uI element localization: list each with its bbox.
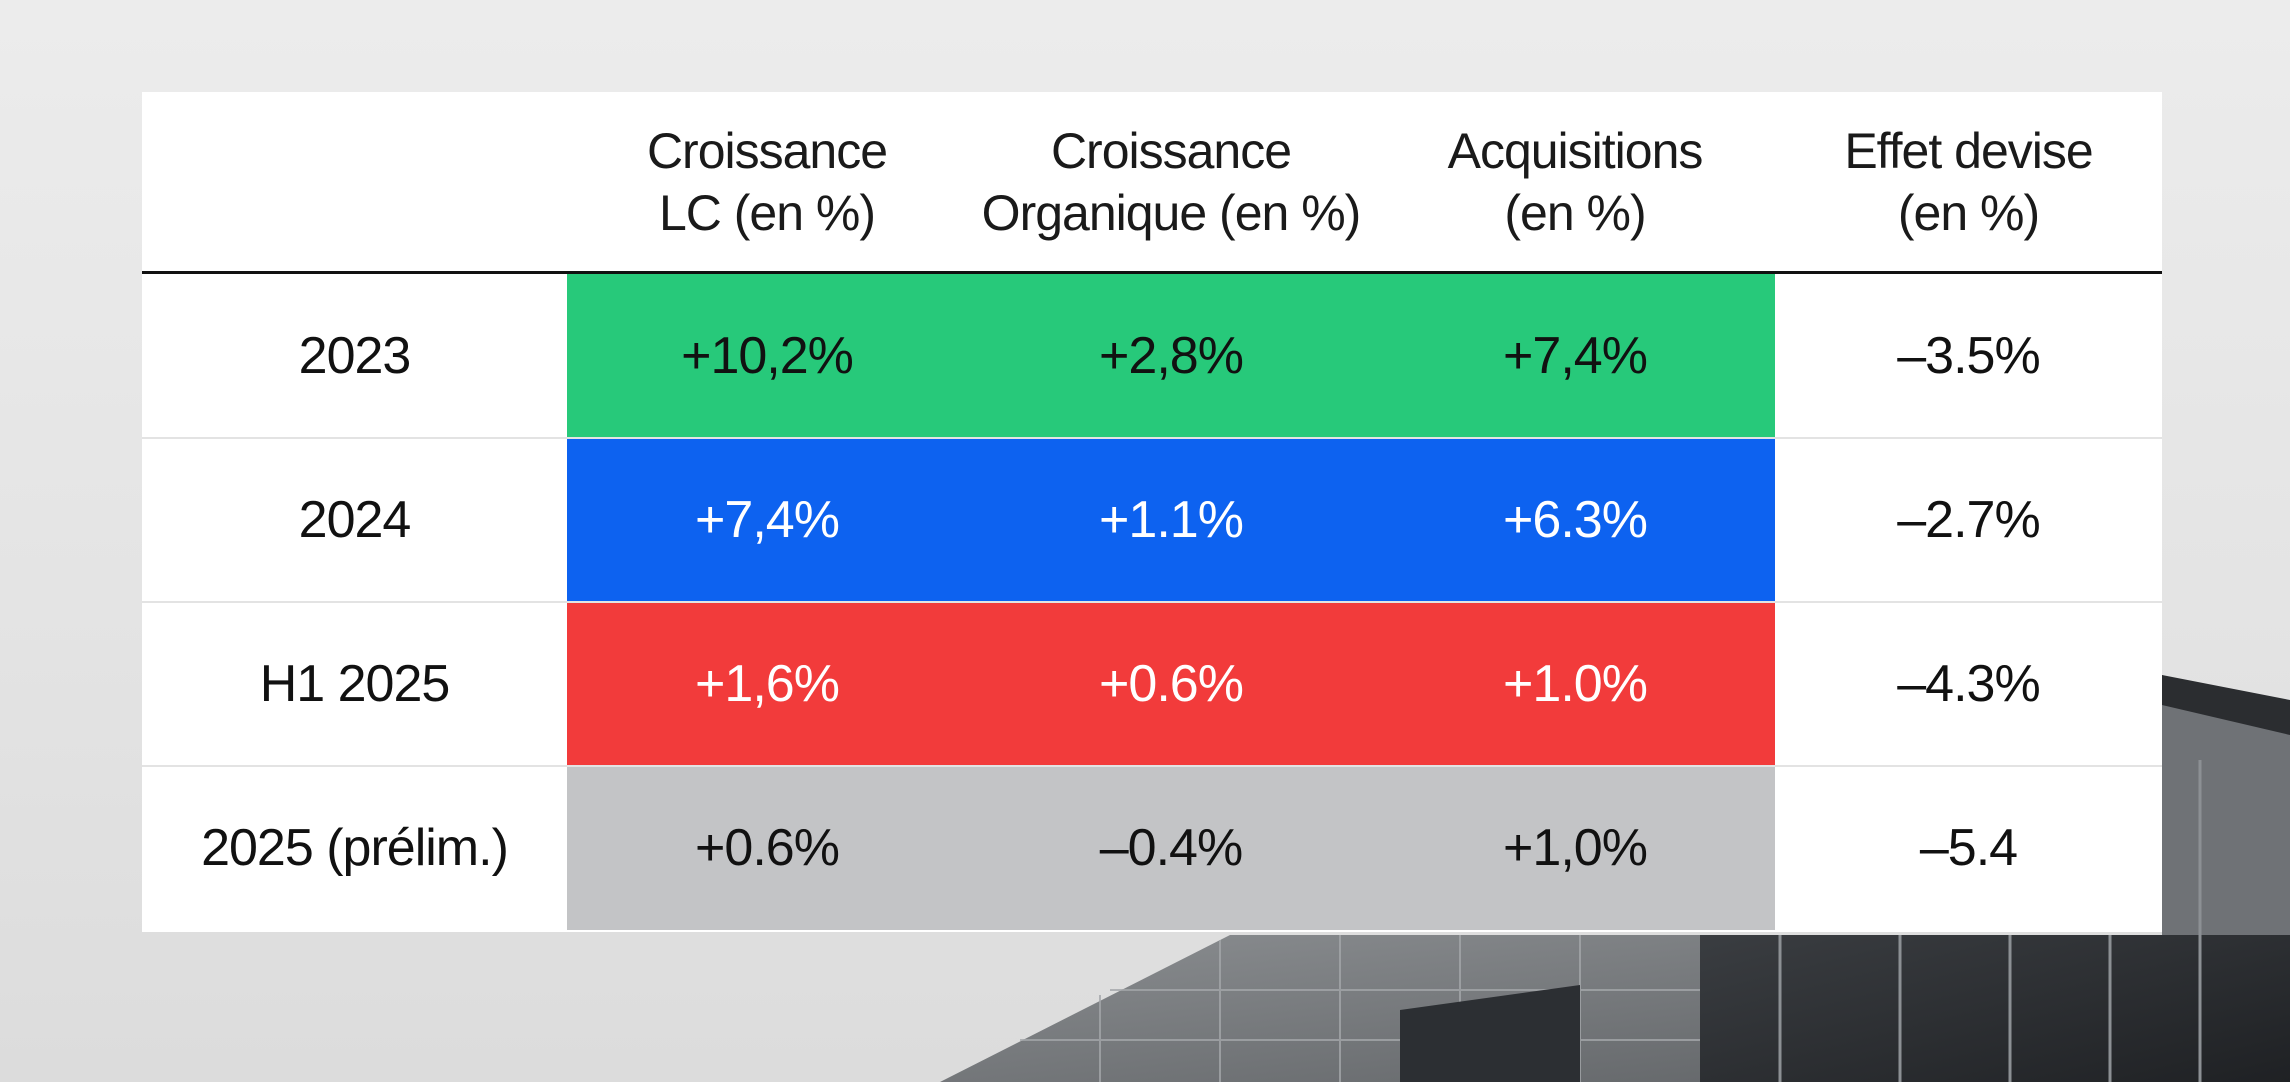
header-line: Croissance — [646, 123, 888, 179]
row-highlight-band — [567, 766, 1775, 930]
row-label: 2025 (prélim.) — [201, 819, 509, 877]
value-cell: –0.4% — [1099, 819, 1243, 877]
header-line: Croissance — [1050, 123, 1292, 179]
value-cell: +7,4% — [1503, 327, 1648, 385]
value-cell: +10,2% — [681, 327, 854, 385]
header-cell-croissance-organique: Croissance Organique (en %) — [967, 92, 1375, 272]
value-cell: +7,4% — [695, 491, 840, 549]
header-divider — [142, 271, 2162, 274]
value-cell: –2.7% — [1897, 491, 2040, 549]
row-label: H1 2025 — [259, 655, 451, 713]
header-cell-effet-devise: Effet devise (en %) — [1775, 92, 2162, 272]
header-line: LC (en %) — [658, 185, 876, 241]
value-cell: –3.5% — [1897, 327, 2040, 385]
value-cell: –4.3% — [1897, 655, 2040, 713]
header-cell-empty — [142, 92, 567, 272]
header-cell-croissance-lc: Croissance LC (en %) — [567, 92, 967, 272]
row-label: 2023 — [298, 327, 412, 385]
growth-table: Croissance LC (en %) Croissance Organiqu… — [142, 92, 2162, 932]
value-cell: +1,6% — [695, 655, 840, 713]
value-cell: –5.4 — [1919, 819, 2018, 877]
value-cell: +1.0% — [1503, 655, 1648, 713]
table-row: H1 2025 +1,6% +0.6% +1.0% –4.3% — [142, 602, 2162, 766]
table-row: 2023 +10,2% +2,8% +7,4% –3.5% — [142, 274, 2162, 438]
value-cell: +0.6% — [695, 819, 840, 877]
row-label: 2024 — [298, 491, 412, 549]
header-line: (en %) — [1897, 185, 2040, 241]
row-highlight-band — [567, 438, 1775, 602]
value-cell: +6.3% — [1503, 491, 1648, 549]
row-highlight-band — [567, 602, 1775, 766]
row-separator — [142, 765, 2162, 767]
header-line: Effet devise — [1844, 123, 2093, 179]
row-separator — [142, 437, 2162, 439]
value-cell: +1,0% — [1503, 819, 1648, 877]
value-cell: +2,8% — [1099, 327, 1244, 385]
header-cell-acquisitions: Acquisitions (en %) — [1375, 92, 1775, 272]
table-row: 2024 +7,4% +1.1% +6.3% –2.7% — [142, 438, 2162, 602]
row-highlight-band — [567, 274, 1775, 438]
header-line: Organique (en %) — [981, 185, 1362, 241]
row-separator — [142, 601, 2162, 603]
table-row: 2025 (prélim.) +0.6% –0.4% +1,0% –5.4 — [142, 766, 2162, 930]
header-line: (en %) — [1504, 185, 1646, 241]
table-header-row: Croissance LC (en %) Croissance Organiqu… — [142, 92, 2162, 272]
value-cell: +0.6% — [1099, 655, 1244, 713]
header-line: Acquisitions — [1447, 123, 1704, 179]
value-cell: +1.1% — [1099, 491, 1244, 549]
